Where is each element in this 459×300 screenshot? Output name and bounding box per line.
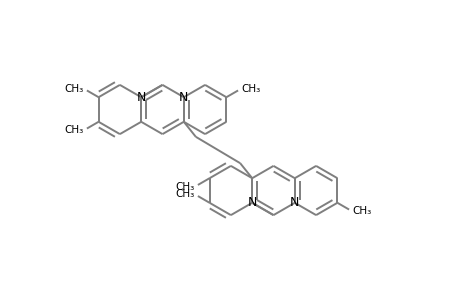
Text: N: N: [290, 196, 299, 209]
Text: CH₃: CH₃: [352, 206, 371, 216]
Text: N: N: [179, 91, 188, 104]
Text: CH₃: CH₃: [64, 125, 84, 135]
Text: CH₃: CH₃: [175, 182, 194, 192]
Text: CH₃: CH₃: [175, 189, 194, 199]
Text: CH₃: CH₃: [64, 84, 84, 94]
Text: N: N: [247, 196, 256, 209]
Text: N: N: [136, 91, 146, 104]
Text: CH₃: CH₃: [241, 84, 260, 94]
